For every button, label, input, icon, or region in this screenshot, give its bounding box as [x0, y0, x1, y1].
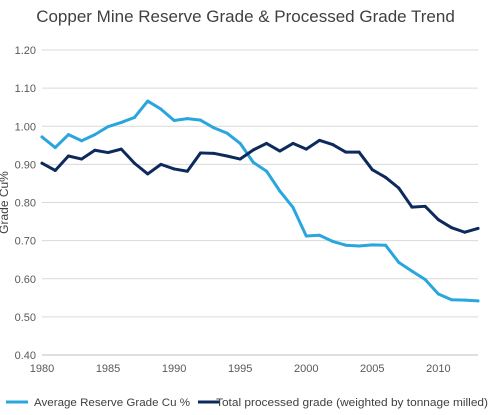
y-tick-label: 1.10 [15, 83, 36, 95]
data-point [159, 107, 163, 111]
y-tick-label: 0.40 [15, 350, 36, 362]
data-point [225, 154, 229, 158]
data-point [159, 162, 163, 166]
x-tick-label: 1995 [228, 363, 252, 375]
gridlines [42, 49, 478, 318]
data-point [106, 151, 110, 155]
data-point [436, 292, 440, 296]
data-point [132, 115, 136, 119]
data-point [410, 205, 414, 209]
data-point [423, 204, 427, 208]
data-point [317, 138, 321, 142]
y-tick-label: 1.20 [15, 45, 36, 57]
data-point [80, 157, 84, 161]
data-point [265, 169, 269, 173]
data-point [106, 125, 110, 129]
data-point [93, 133, 97, 137]
data-point [397, 186, 401, 190]
data-point [370, 168, 374, 172]
data-point [384, 243, 388, 247]
data-point [40, 161, 44, 165]
x-tick-label: 1980 [30, 363, 54, 375]
data-point [344, 243, 348, 247]
data-point [317, 233, 321, 237]
data-point [357, 244, 361, 248]
data-point [436, 218, 440, 222]
x-tick-label: 2005 [360, 363, 384, 375]
x-tick-label: 1990 [162, 363, 186, 375]
data-point [185, 169, 189, 173]
y-tick-label: 1.00 [15, 121, 36, 133]
data-point [450, 298, 454, 302]
data-point [199, 151, 203, 155]
data-point [251, 148, 255, 152]
axes: 0.40 0.50 0.60 0.70 0.80 0.90 1.00 1.10 1.20 1980… [0, 45, 478, 375]
data-point [225, 131, 229, 135]
series-line-1 [40, 99, 480, 303]
data-point [238, 157, 242, 161]
data-point [185, 117, 189, 121]
data-point [172, 119, 176, 123]
data-point [146, 172, 150, 176]
data-point [146, 99, 150, 103]
data-point [344, 150, 348, 154]
data-point [476, 299, 480, 303]
data-point [331, 239, 335, 243]
data-point [40, 135, 44, 139]
data-point [238, 141, 242, 145]
data-point [357, 150, 361, 154]
data-point [53, 168, 57, 172]
data-point [278, 189, 282, 193]
data-point [251, 160, 255, 164]
series-line-2 [40, 138, 480, 234]
legend-label-2: Total processed grade (weighted by tonna… [216, 397, 488, 409]
data-point [450, 226, 454, 230]
data-point [463, 230, 467, 234]
data-point [476, 226, 480, 230]
y-tick-label: 0.90 [15, 159, 36, 171]
data-point [212, 126, 216, 130]
data-point [53, 146, 57, 150]
data-point [397, 260, 401, 264]
chart-title: Copper Mine Reserve Grade & Processed Gr… [36, 7, 455, 26]
data-point [304, 147, 308, 151]
data-point [291, 141, 295, 145]
data-point [66, 133, 70, 137]
y-axis-label: Grade Cu% [0, 171, 11, 234]
data-point [212, 151, 216, 155]
legend: Average Reserve Grade Cu % Total processe… [6, 397, 488, 409]
data-point [93, 148, 97, 152]
data-point [80, 139, 84, 143]
series-lines [40, 99, 480, 303]
data-point [304, 234, 308, 238]
y-tick-label: 0.70 [15, 236, 36, 248]
data-point [370, 243, 374, 247]
data-point [66, 154, 70, 158]
legend-label-1: Average Reserve Grade Cu % [34, 397, 190, 409]
data-point [119, 147, 123, 151]
data-point [265, 141, 269, 145]
data-point [199, 118, 203, 122]
data-point [463, 298, 467, 302]
y-tick-label: 0.60 [15, 274, 36, 286]
data-point [423, 278, 427, 282]
data-point [410, 269, 414, 273]
y-tick-label: 0.80 [15, 198, 36, 210]
data-point [119, 120, 123, 124]
data-point [172, 167, 176, 171]
x-tick-label: 2010 [426, 363, 450, 375]
x-tick-label: 2000 [294, 363, 318, 375]
data-point [132, 161, 136, 165]
data-point [384, 175, 388, 179]
data-point [278, 149, 282, 153]
y-tick-label: 0.50 [15, 312, 36, 324]
x-tick-label: 1985 [96, 363, 120, 375]
data-point [331, 143, 335, 147]
data-point [291, 205, 295, 209]
